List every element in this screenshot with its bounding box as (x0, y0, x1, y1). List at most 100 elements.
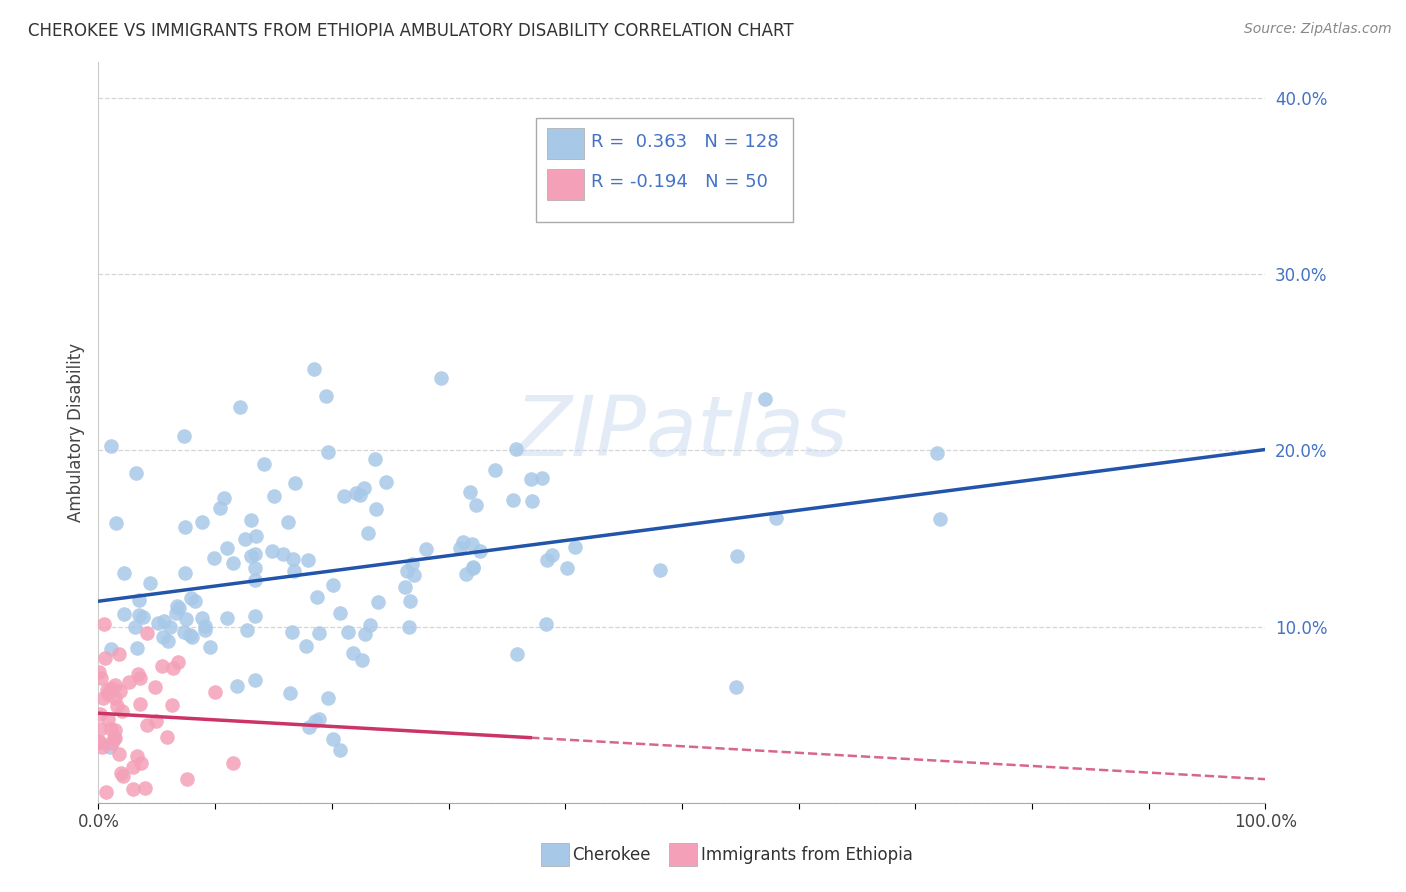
Point (243, 609, 266, 624)
Point (167, 601, 190, 615)
Point (145, 681, 167, 695)
Point (129, 756, 152, 771)
Point (449, 541, 471, 555)
Point (166, 599, 188, 614)
Point (315, 389, 337, 403)
Point (91, 739, 114, 754)
Point (297, 552, 319, 566)
Point (180, 591, 202, 605)
Point (221, 556, 243, 570)
Point (555, 561, 578, 575)
Point (96, 683, 118, 698)
Point (359, 617, 381, 632)
Point (150, 659, 173, 673)
Point (127, 666, 149, 681)
Point (89, 723, 111, 737)
Point (316, 445, 339, 459)
Point (145, 714, 167, 729)
Text: Cherokee: Cherokee (572, 846, 651, 863)
Point (100, 439, 122, 453)
Point (394, 580, 416, 594)
Point (278, 686, 301, 700)
Point (226, 679, 249, 693)
Point (128, 592, 150, 607)
Point (111, 769, 134, 783)
Point (156, 730, 179, 744)
Point (136, 626, 159, 640)
Point (364, 502, 387, 516)
Text: Source: ZipAtlas.com: Source: ZipAtlas.com (1244, 22, 1392, 37)
Point (925, 446, 948, 460)
Point (111, 704, 134, 718)
Point (284, 475, 307, 490)
Point (283, 564, 305, 578)
Point (454, 567, 477, 582)
Point (245, 529, 267, 543)
Point (484, 463, 506, 477)
Point (87, 665, 110, 680)
Point (401, 557, 423, 571)
Point (461, 559, 484, 574)
FancyBboxPatch shape (541, 843, 568, 866)
Point (520, 472, 543, 486)
Point (152, 630, 174, 644)
Point (194, 624, 217, 638)
Point (364, 452, 387, 467)
Point (367, 595, 389, 609)
Point (173, 520, 195, 534)
Point (89, 735, 111, 749)
Point (162, 661, 184, 675)
Point (298, 720, 321, 734)
Point (97, 712, 120, 726)
Point (159, 620, 181, 634)
Point (322, 732, 344, 747)
Point (173, 429, 195, 443)
Point (160, 698, 183, 712)
Point (93, 617, 115, 632)
Point (128, 608, 150, 623)
Point (110, 766, 132, 780)
Point (398, 594, 420, 608)
Point (281, 551, 304, 566)
Point (765, 511, 787, 525)
Point (520, 493, 543, 508)
Point (91, 690, 114, 705)
Point (243, 573, 266, 587)
Point (153, 614, 176, 628)
Point (239, 513, 262, 527)
Point (103, 690, 125, 705)
Point (650, 562, 672, 576)
Text: R =  0.363   N = 128: R = 0.363 N = 128 (591, 134, 779, 152)
Point (430, 371, 453, 385)
Point (215, 541, 238, 556)
Point (277, 515, 299, 529)
Text: ZIPatlas: ZIPatlas (515, 392, 849, 473)
Point (118, 675, 141, 690)
Point (229, 400, 252, 414)
Point (395, 564, 418, 578)
Point (108, 683, 131, 698)
Point (174, 566, 197, 580)
Point (191, 516, 214, 530)
Point (236, 624, 259, 638)
Point (125, 466, 148, 480)
Point (104, 678, 127, 692)
Point (125, 748, 148, 763)
Point (98, 740, 121, 755)
Point (132, 610, 155, 624)
Point (146, 615, 169, 630)
Point (173, 624, 195, 639)
Point (352, 653, 374, 667)
Point (104, 723, 127, 737)
Point (114, 566, 136, 581)
Point (122, 760, 145, 774)
Point (541, 549, 564, 563)
Point (271, 547, 294, 561)
Point (108, 747, 131, 762)
Point (125, 641, 148, 656)
Text: Immigrants from Ethiopia: Immigrants from Ethiopia (700, 846, 912, 863)
Point (506, 647, 529, 661)
Point (505, 442, 527, 456)
Point (240, 549, 263, 563)
Point (375, 475, 398, 489)
